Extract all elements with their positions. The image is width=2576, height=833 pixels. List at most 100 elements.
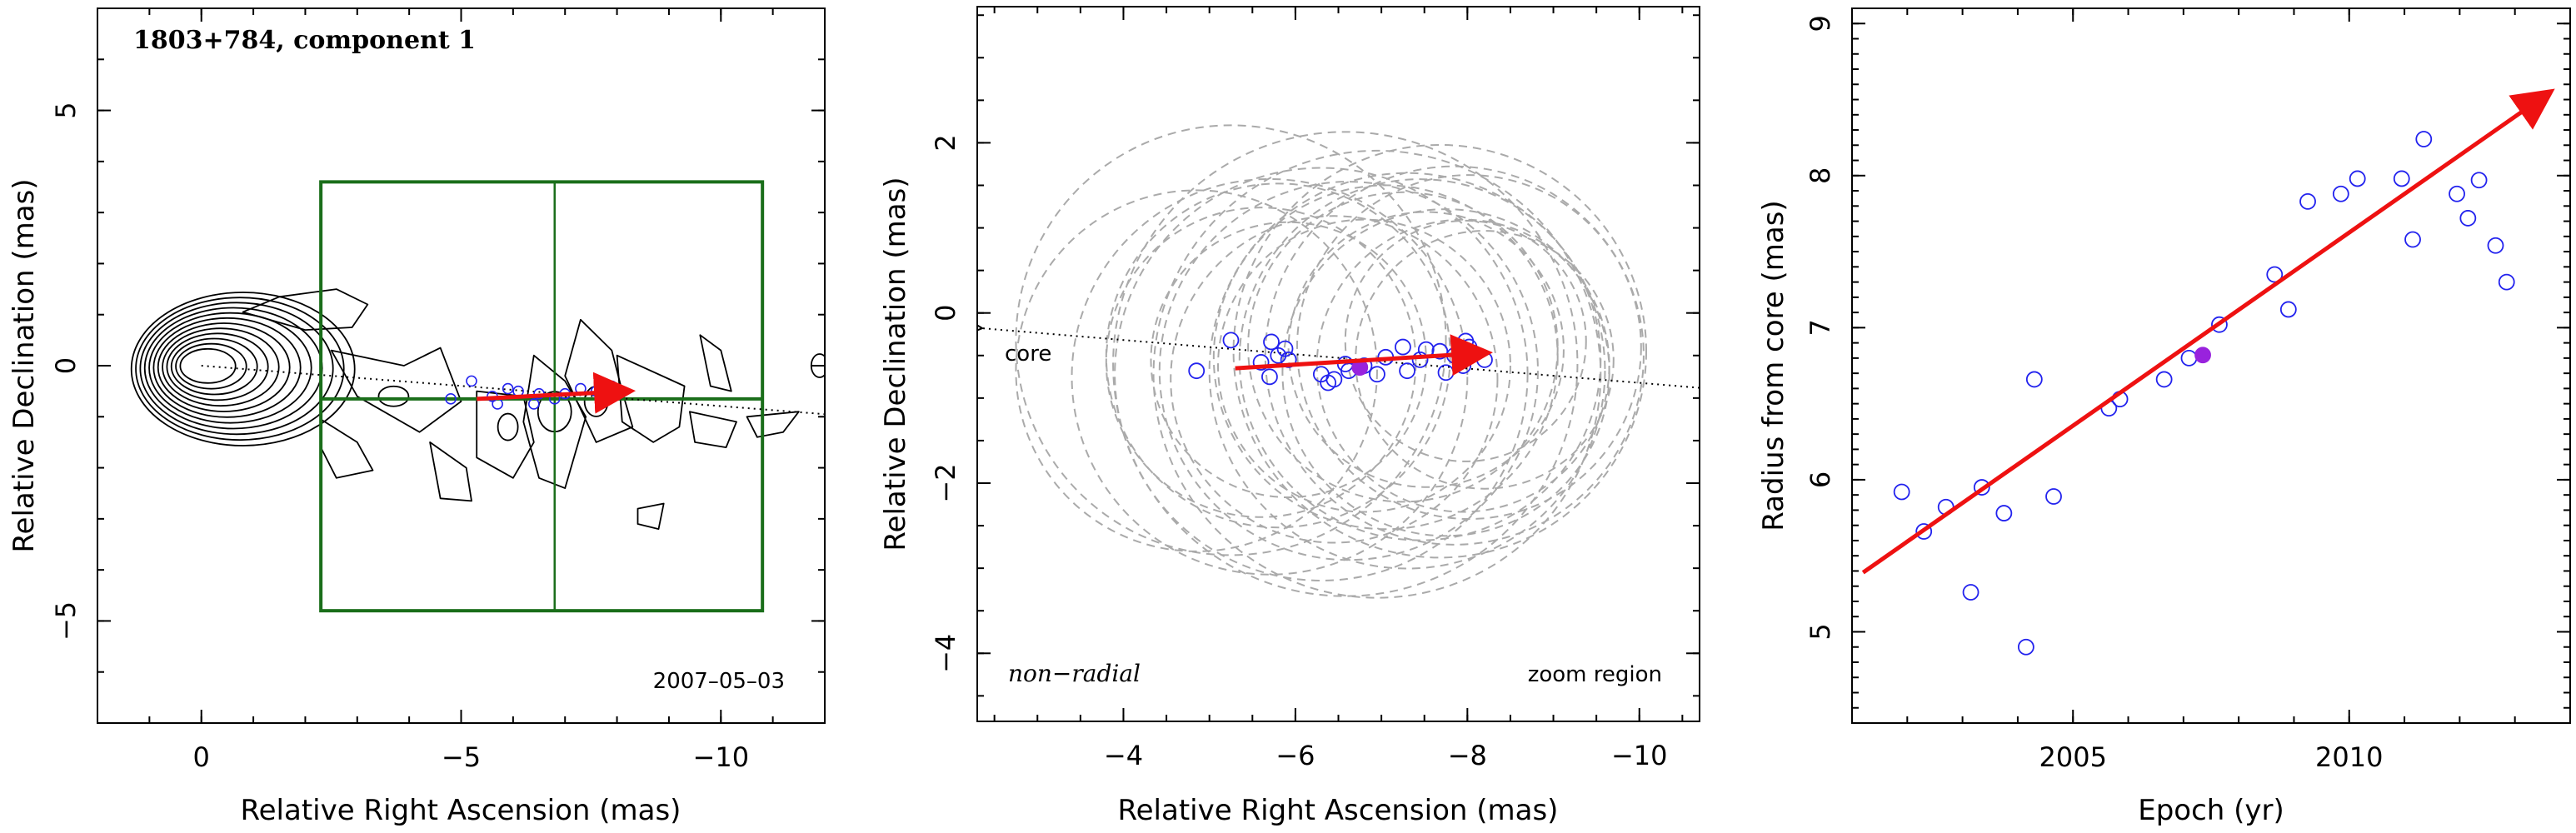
x-tick-label: −10 <box>693 741 750 773</box>
beam-circle <box>1344 219 1587 462</box>
x-tick-label: 2005 <box>2039 741 2107 773</box>
beam-circle <box>1208 172 1606 570</box>
core-contour <box>170 337 258 396</box>
panel-1-epoch-label: 2007–05–03 <box>653 669 785 694</box>
beam-circle <box>1264 165 1645 546</box>
data-point <box>2045 488 2062 505</box>
panel-1-title: 1803+784, component 1 <box>133 26 476 55</box>
jet-contour <box>746 411 800 438</box>
component-point <box>1431 342 1449 360</box>
velocity-vector <box>477 372 637 414</box>
fit-vector <box>1861 88 2555 575</box>
panel-1-overlay <box>201 180 825 613</box>
x-tick-label: 2010 <box>2315 741 2383 773</box>
data-point <box>2299 192 2316 210</box>
jet-contour <box>330 347 462 433</box>
panel-2-beam-circles <box>1015 124 1648 599</box>
beam-circle <box>1112 131 1579 597</box>
component-point <box>1395 338 1411 356</box>
beam-circle <box>1232 143 1648 559</box>
y-tick-label: 0 <box>930 305 961 322</box>
component-point <box>1276 340 1294 357</box>
component-point <box>1263 333 1280 351</box>
data-point <box>2487 237 2504 254</box>
beam-circle <box>1315 218 1610 513</box>
y-tick-label: 9 <box>1805 15 1836 32</box>
component-point <box>527 398 540 410</box>
beam-circle <box>1287 211 1565 488</box>
panel-2-region-label: zoom region <box>1528 662 1662 687</box>
y-tick-label: −4 <box>930 634 961 673</box>
component-point <box>1437 364 1455 382</box>
beam-circle <box>1212 184 1559 531</box>
y-tick-label: −5 <box>50 601 82 641</box>
panel-3-xlabel: Epoch (yr) <box>2138 794 2284 827</box>
data-point <box>2332 185 2349 202</box>
data-point <box>2155 371 2173 388</box>
x-tick-label: −6 <box>1276 740 1315 771</box>
x-tick-label: −4 <box>1104 740 1143 771</box>
jet-contour <box>637 502 665 530</box>
core-contour <box>157 322 291 412</box>
data-point <box>2415 131 2433 147</box>
component-point <box>502 382 514 395</box>
component-point <box>1222 332 1240 349</box>
beam-circle <box>1105 207 1417 518</box>
panel-2-xlabel: Relative Right Ascension (mas) <box>1118 794 1559 827</box>
data-point <box>1915 523 1933 540</box>
beam-circle <box>1170 215 1499 544</box>
panel-2-ylabel: Relative Declination (mas) <box>879 177 912 551</box>
jet-contour <box>689 411 737 448</box>
beam-circle <box>1238 178 1602 541</box>
beam-circle <box>1295 174 1642 521</box>
beam-circle <box>1015 189 1378 552</box>
jet-contour-inner <box>497 412 519 441</box>
y-tick-label: 8 <box>1805 167 1836 184</box>
panel-3-frame <box>1851 7 2571 724</box>
panel-3: 2005 2010 5 6 7 8 9 Epoch (yr) Radius from cor… <box>1757 7 2571 827</box>
y-tick-label: 5 <box>50 102 82 118</box>
component-point <box>1252 354 1270 371</box>
beam-circle <box>1355 230 1615 490</box>
beam-circle <box>1071 177 1469 576</box>
data-point <box>1893 483 1910 501</box>
data-point <box>2180 349 2198 367</box>
component-point <box>1369 366 1385 383</box>
component-point <box>1411 351 1429 368</box>
core-contour <box>139 302 334 436</box>
core-contour <box>135 297 345 441</box>
panel-1: 0 −5 −10 5 0 −5 1803+784, component 1 2007–05… <box>7 7 826 827</box>
data-point <box>2349 170 2366 187</box>
panel-3-axes: 2005 2010 5 6 7 8 9 <box>1805 8 2570 773</box>
panel-2-core-label: core <box>1005 342 1051 367</box>
y-tick-label: 0 <box>50 357 82 374</box>
component-point <box>1325 371 1343 388</box>
beam-circle <box>1217 218 1511 513</box>
component-point <box>606 380 618 392</box>
panel-2-motion-label: non−radial <box>1008 660 1141 687</box>
core-contour <box>179 347 237 384</box>
beam-circle <box>1158 181 1539 561</box>
panel-1-frame <box>97 7 826 724</box>
jet-contour <box>242 288 369 331</box>
panel-2-overlay <box>982 328 1700 392</box>
jet-contour <box>564 318 634 443</box>
reference-epoch-point <box>2194 347 2211 364</box>
panel-1-xlabel: Relative Right Ascension (mas) <box>241 794 681 827</box>
data-point <box>1973 479 1990 496</box>
jet-contour-inner <box>377 385 410 407</box>
data-point <box>2449 185 2465 202</box>
jet-contour <box>429 441 472 502</box>
core-contour <box>152 317 302 418</box>
panel-1-ylabel: Relative Declination (mas) <box>7 178 41 552</box>
component-point <box>466 375 477 387</box>
x-tick-label: 0 <box>193 741 210 773</box>
beam-circle <box>1247 191 1559 503</box>
beam-circle <box>1114 167 1529 581</box>
data-point <box>2393 170 2410 187</box>
y-tick-label: 7 <box>1805 319 1836 336</box>
data-point <box>2017 638 2034 656</box>
component-point <box>1188 362 1206 380</box>
y-tick-label: 5 <box>1805 623 1836 640</box>
component-point <box>1261 368 1278 386</box>
